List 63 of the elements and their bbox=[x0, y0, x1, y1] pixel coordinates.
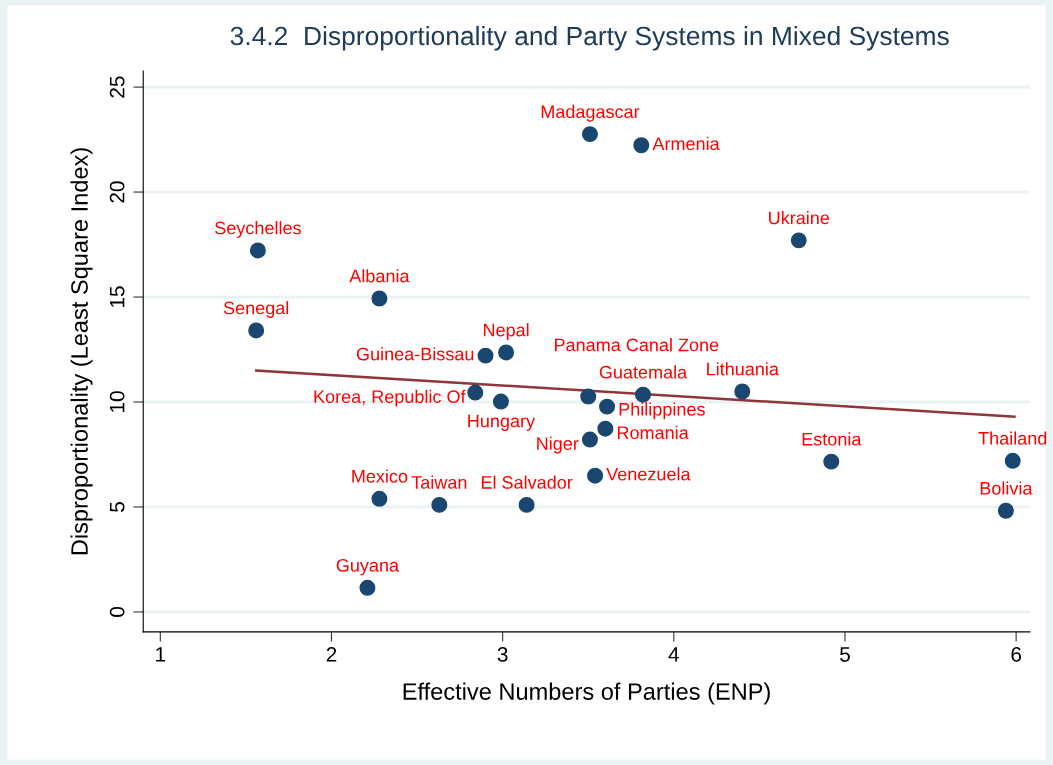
point bbox=[581, 431, 598, 448]
annotation: Bolivia bbox=[980, 481, 1033, 495]
point bbox=[371, 290, 388, 307]
y-tick-label: 0 bbox=[109, 606, 125, 617]
x-tick-label: 6 bbox=[1011, 647, 1022, 662]
x-axis-title: Effective Numbers of Parties (ENP) bbox=[403, 682, 770, 705]
x-tick-label: 4 bbox=[668, 647, 679, 662]
point bbox=[359, 579, 376, 596]
point bbox=[633, 137, 650, 154]
point bbox=[492, 393, 509, 410]
x-tick-label: 5 bbox=[840, 647, 850, 662]
y-tick-label: 5 bbox=[109, 502, 125, 512]
x-tick-label: 2 bbox=[326, 647, 337, 662]
annotation: Ukraine bbox=[769, 211, 830, 225]
y-axis-title: Disproportionality (Least Square Index) bbox=[70, 148, 93, 555]
annotation: Nepal bbox=[483, 323, 529, 340]
annotation: Mexico bbox=[352, 469, 408, 483]
point bbox=[597, 420, 614, 437]
point bbox=[518, 496, 535, 513]
annotation: Estonia bbox=[802, 432, 862, 446]
point bbox=[498, 344, 515, 361]
point bbox=[580, 388, 597, 405]
annotation: Korea, Republic Of bbox=[314, 389, 466, 407]
point bbox=[635, 386, 651, 403]
annotation: Guinea-Bissau bbox=[356, 347, 474, 361]
point bbox=[587, 467, 604, 484]
y-tick-label: 10 bbox=[109, 391, 125, 412]
annotation: Venezuela bbox=[606, 467, 691, 481]
annotation: Guyana bbox=[336, 558, 400, 576]
annotation: Madagascar bbox=[541, 104, 640, 122]
point bbox=[581, 126, 598, 143]
point bbox=[248, 322, 265, 339]
annotation: Armenia bbox=[652, 136, 720, 151]
y-tick-label: 25 bbox=[109, 76, 125, 98]
annotation: Philippines bbox=[619, 402, 705, 420]
point bbox=[431, 496, 448, 513]
point bbox=[599, 398, 616, 415]
point bbox=[371, 490, 388, 507]
annotation: El Salvador bbox=[481, 475, 573, 489]
annotation: Taiwan bbox=[411, 475, 467, 489]
point bbox=[1004, 452, 1021, 469]
point bbox=[249, 242, 266, 259]
annotation: Romania bbox=[617, 425, 689, 440]
x-tick-label: 1 bbox=[156, 647, 166, 662]
point bbox=[790, 232, 807, 249]
annotation: Lithuania bbox=[707, 362, 779, 376]
annotation: Hungary bbox=[468, 414, 536, 431]
point bbox=[734, 383, 751, 400]
y-tick-label: 15 bbox=[109, 286, 125, 308]
point bbox=[477, 347, 494, 364]
y-tick-label: 20 bbox=[109, 181, 125, 203]
x-tick-label: 3 bbox=[497, 647, 508, 662]
point bbox=[997, 502, 1014, 519]
chart-title: 3.4.2 Disproportionality and Party Systems in Mixed Systems bbox=[230, 25, 949, 51]
point bbox=[823, 453, 840, 470]
annotation: Guatemala bbox=[599, 365, 688, 379]
annotation: Senegal bbox=[223, 301, 289, 318]
annotation: Panama Canal Zone bbox=[554, 338, 719, 352]
annotation: Thailand bbox=[978, 431, 1047, 445]
annotation: Niger bbox=[537, 436, 579, 454]
point bbox=[467, 384, 484, 401]
annotation: Seychelles bbox=[215, 221, 301, 238]
annotation: Albania bbox=[349, 269, 410, 283]
